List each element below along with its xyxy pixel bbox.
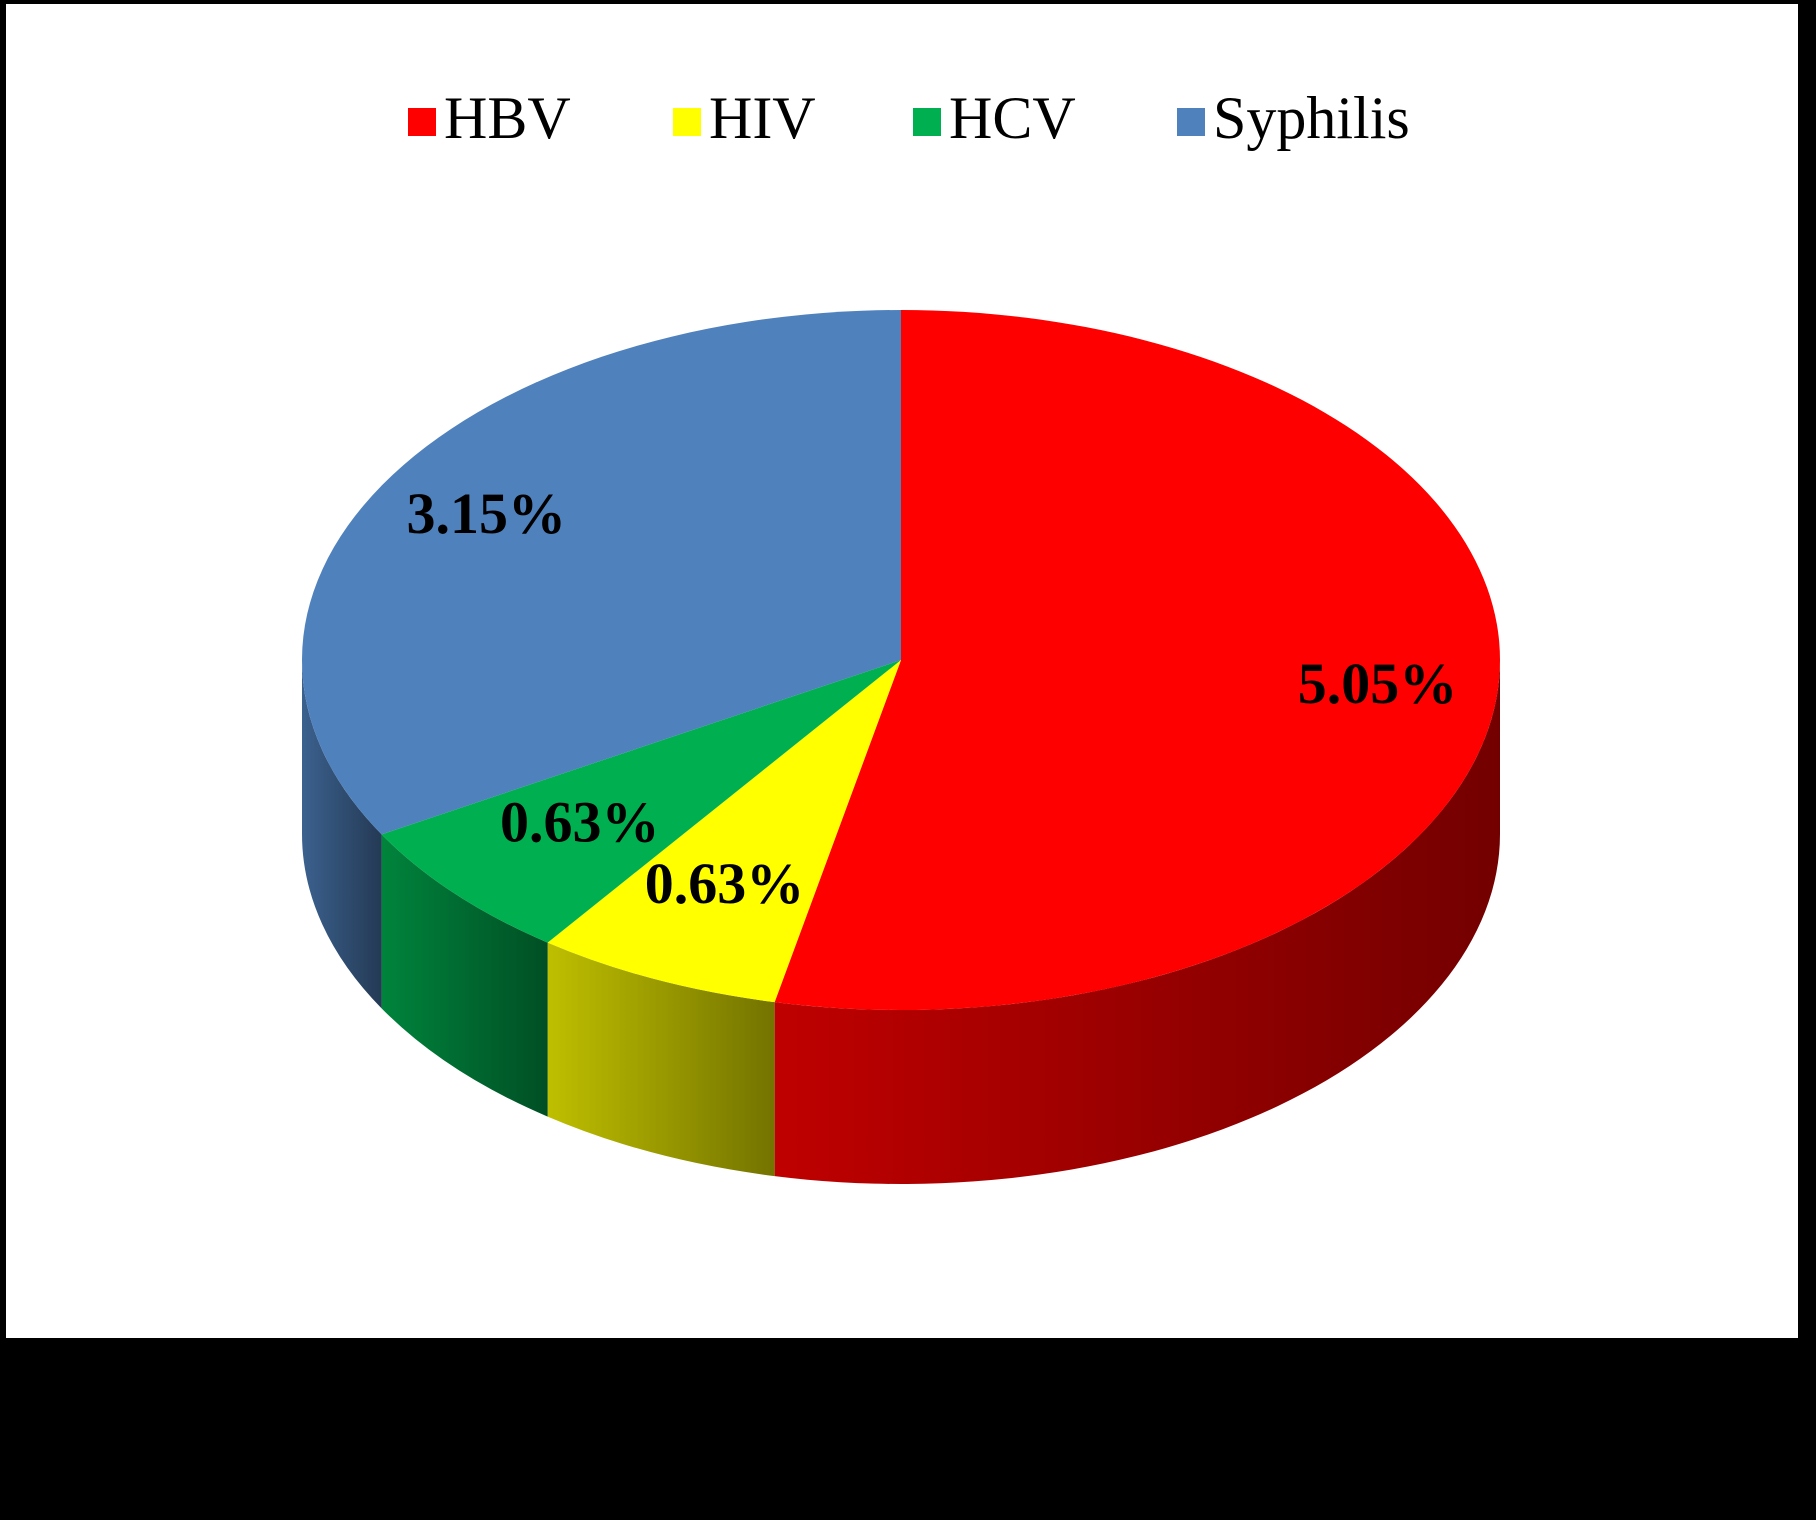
data-label: 5.05%	[1298, 651, 1458, 716]
data-label: 3.15%	[407, 481, 567, 546]
slice-side	[302, 660, 382, 1009]
slice	[774, 310, 1501, 1011]
slice-side	[381, 834, 548, 1117]
legend-label: Syphilis	[1213, 85, 1410, 151]
data-label: 0.63%	[500, 789, 660, 854]
legend-label: HCV	[949, 85, 1076, 151]
slice-side	[774, 660, 1500, 1184]
data-label: 0.63%	[645, 851, 805, 916]
slice	[302, 310, 901, 835]
legend-swatch	[673, 108, 701, 136]
legend-label: HIV	[709, 85, 816, 151]
slice	[381, 660, 901, 943]
legend-label: HBV	[444, 85, 571, 151]
legend-swatch	[1177, 108, 1205, 136]
slice-side	[547, 942, 775, 1177]
legend-swatch	[408, 108, 436, 136]
legend-swatch	[913, 108, 941, 136]
slice	[547, 660, 901, 1003]
